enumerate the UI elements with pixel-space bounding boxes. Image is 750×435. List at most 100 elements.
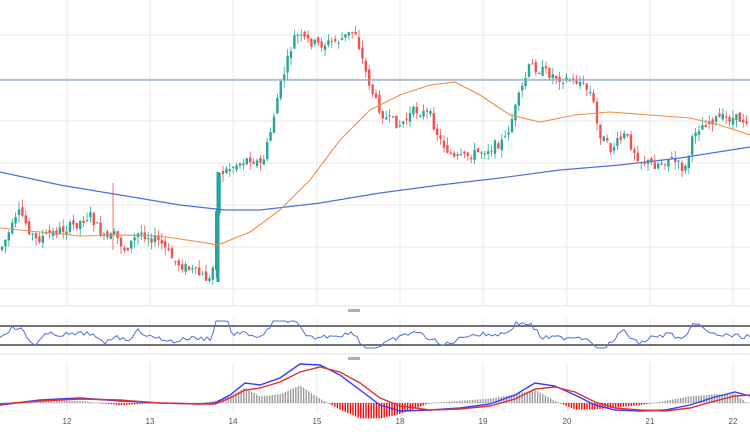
candle-body	[725, 116, 728, 118]
candle-body	[575, 80, 578, 84]
candle-body	[160, 240, 163, 244]
macd-histogram-bar	[289, 389, 292, 403]
macd-histogram-bar	[253, 392, 255, 403]
candle-body	[334, 39, 337, 42]
candle-body	[572, 78, 575, 80]
candle-body	[89, 212, 92, 218]
macd-histogram-bar	[373, 403, 375, 419]
macd-histogram-bar	[206, 401, 209, 403]
macd-histogram-bar	[557, 402, 560, 403]
macd-histogram-bar	[102, 403, 105, 404]
candle-body	[684, 165, 687, 171]
macd-histogram-bar	[443, 401, 445, 403]
macd-histogram-bar	[487, 398, 489, 403]
macd-histogram-bar	[258, 396, 261, 403]
macd-histogram-bar	[573, 403, 575, 410]
slow-moving-average-line	[0, 146, 750, 211]
candle-body	[453, 152, 456, 157]
macd-histogram-bar	[716, 394, 718, 403]
candle-body	[174, 261, 177, 263]
macd-histogram-bar	[479, 399, 482, 403]
macd-histogram-bar	[204, 402, 206, 403]
macd-histogram-bar	[404, 403, 406, 413]
candle-body	[204, 271, 208, 281]
macd-histogram-bar	[120, 403, 123, 406]
candle-body	[228, 169, 231, 172]
macd-histogram-bar	[495, 397, 497, 403]
candle-body	[663, 164, 667, 166]
x-tick-label: 18	[396, 417, 405, 426]
macd-histogram-bar	[477, 399, 479, 403]
macd-histogram-bar	[464, 400, 466, 403]
candle-body	[476, 148, 480, 153]
candle-body	[510, 118, 514, 133]
candle-body	[347, 32, 350, 36]
candle-body	[521, 85, 524, 91]
macd-histogram-bar	[227, 396, 229, 403]
macd-histogram-bar	[349, 403, 352, 415]
macd-histogram-bar	[737, 396, 739, 403]
candle-body	[38, 236, 41, 243]
rsi-panel	[0, 320, 750, 349]
candle-body	[45, 232, 48, 234]
macd-histogram-bar	[669, 399, 671, 403]
macd-histogram-bar	[232, 394, 235, 403]
macd-histogram-bar	[97, 402, 99, 404]
candle-body	[687, 155, 690, 168]
candle-body	[480, 152, 483, 154]
macd-histogram-bar	[456, 401, 458, 403]
macd-histogram-bar	[360, 403, 362, 419]
candle-body	[626, 133, 629, 136]
macd-histogram-bar	[523, 392, 526, 403]
macd-histogram-bar	[74, 400, 76, 403]
macd-histogram-bar	[568, 403, 570, 407]
candle-body	[473, 149, 476, 160]
candle-body	[140, 232, 143, 235]
macd-histogram-bar	[640, 403, 643, 405]
candle-body	[11, 222, 14, 234]
candle-body	[238, 163, 242, 166]
macd-histogram-bar	[198, 403, 201, 404]
macd-histogram-bar	[240, 389, 242, 403]
macd-histogram-bar	[625, 403, 627, 407]
candle-body	[670, 157, 673, 159]
macd-histogram-bar	[458, 400, 461, 403]
macd-histogram-bar	[679, 398, 682, 403]
macd-histogram-bar	[308, 391, 310, 403]
candle-body	[442, 140, 446, 148]
macd-histogram-bar	[367, 403, 370, 419]
macd-histogram-bar	[391, 403, 393, 416]
fast-moving-average-line	[0, 81, 750, 246]
macd-histogram-bar	[583, 403, 586, 410]
candle-body	[470, 157, 473, 160]
macd-histogram-bar	[690, 396, 692, 403]
macd-histogram-bar	[133, 403, 136, 405]
macd-histogram-bar	[76, 400, 79, 403]
macd-histogram-bar	[497, 397, 500, 403]
candle-body	[218, 173, 221, 214]
macd-histogram-bar	[661, 401, 664, 403]
candle-body	[306, 34, 310, 39]
macd-histogram-bar	[118, 403, 120, 406]
macd-histogram-bar	[430, 402, 432, 404]
panel-resize-handle	[348, 357, 360, 360]
candle-body	[96, 222, 99, 224]
macd-histogram-bar	[474, 399, 476, 403]
macd-histogram-bar	[313, 394, 315, 403]
candle-body	[527, 64, 531, 77]
candle-body	[497, 143, 500, 149]
macd-histogram-bar	[352, 403, 354, 416]
macd-histogram-bar	[29, 401, 32, 403]
macd-histogram-bar	[718, 394, 721, 403]
candle-body	[374, 93, 378, 98]
candle-body	[691, 136, 694, 155]
macd-histogram-bar	[399, 403, 401, 415]
candle-body	[419, 115, 422, 117]
candle-body	[119, 237, 123, 247]
candle-body	[697, 131, 701, 135]
macd-histogram-bar	[84, 401, 86, 403]
macd-histogram-bar	[19, 402, 21, 404]
macd-panel	[0, 363, 750, 419]
macd-histogram-bar	[282, 392, 284, 403]
